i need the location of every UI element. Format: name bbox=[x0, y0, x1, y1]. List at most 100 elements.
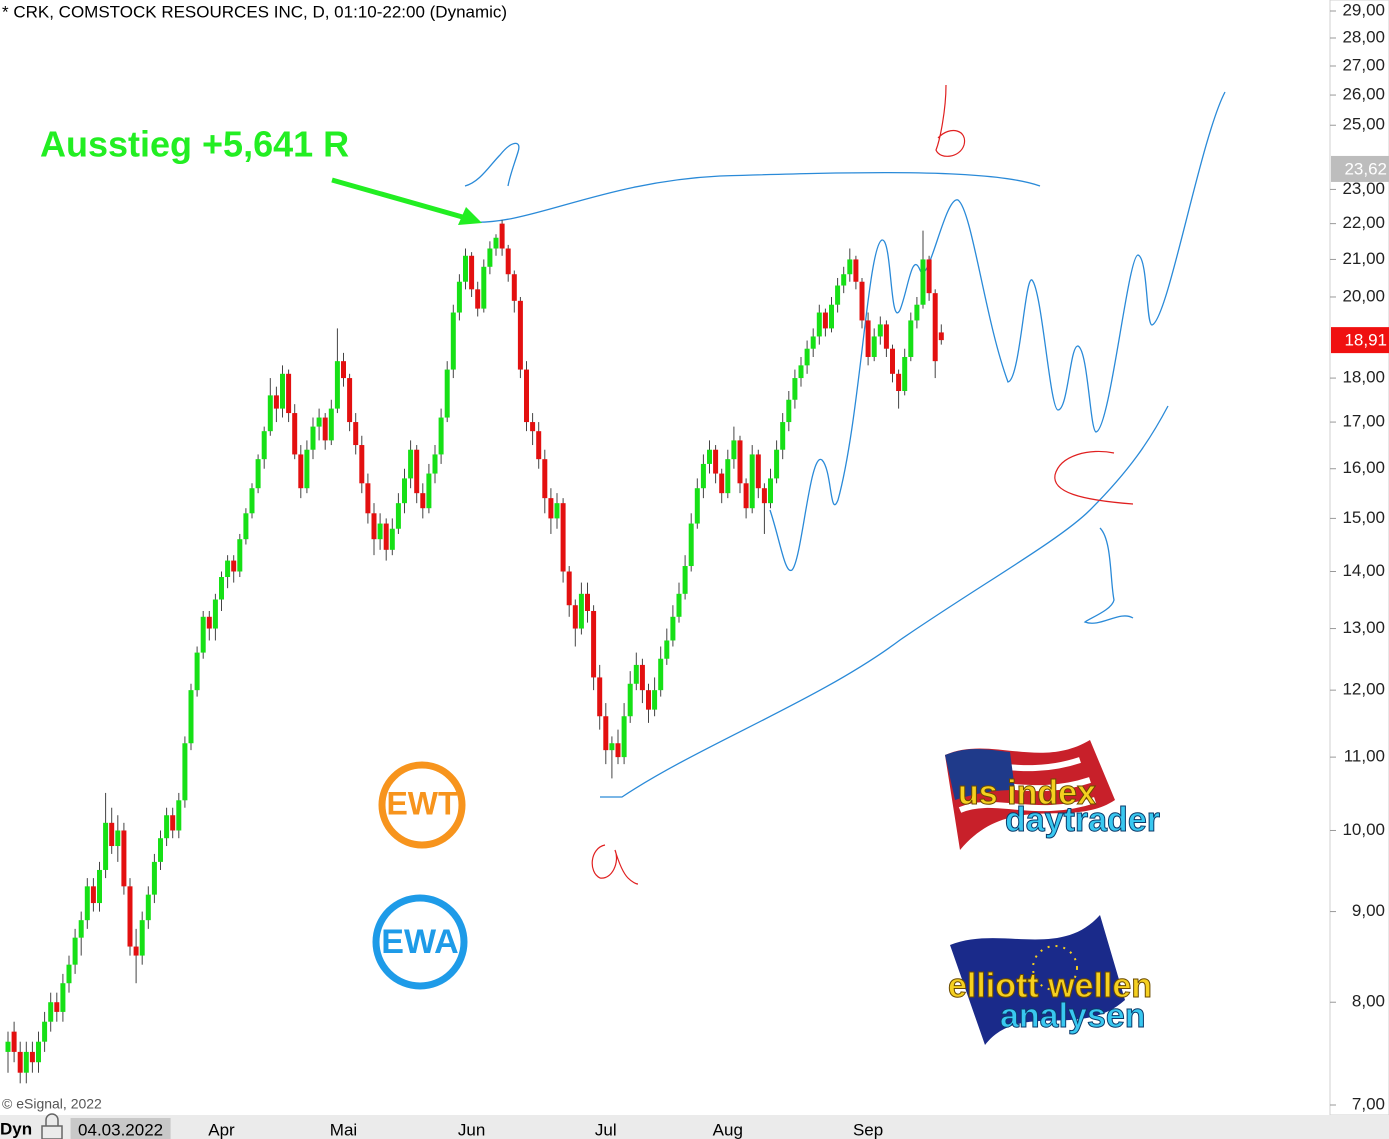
candle-up bbox=[786, 399, 792, 423]
candle-up bbox=[176, 800, 182, 831]
candle-up bbox=[237, 539, 243, 572]
candle-up bbox=[450, 312, 456, 370]
price-marker-label: 18,91 bbox=[1344, 331, 1387, 350]
candle-up bbox=[402, 478, 407, 504]
candle-down bbox=[359, 445, 365, 484]
candle-down bbox=[54, 1002, 60, 1012]
candle-down bbox=[414, 449, 420, 494]
y-tick-label: 10,00 bbox=[1342, 820, 1385, 839]
candle-down bbox=[591, 610, 597, 678]
copyright: © eSignal, 2022 bbox=[2, 1096, 102, 1112]
candle-up bbox=[658, 658, 664, 691]
candle-up bbox=[633, 664, 639, 684]
y-tick-label: 9,00 bbox=[1352, 901, 1385, 920]
candle-up bbox=[5, 1041, 11, 1052]
price-marker bbox=[1331, 327, 1389, 354]
arrow-shaft bbox=[331, 177, 467, 221]
y-tick-label: 8,00 bbox=[1352, 992, 1385, 1011]
candle-up bbox=[48, 1002, 54, 1022]
candle-up bbox=[280, 373, 285, 409]
y-tick-label: 18,00 bbox=[1342, 368, 1385, 387]
candle-down bbox=[743, 483, 749, 509]
logo-text: daytrader bbox=[1005, 801, 1160, 839]
y-tick-label: 20,00 bbox=[1342, 286, 1385, 305]
y-tick-label: 27,00 bbox=[1342, 55, 1385, 74]
candle-up bbox=[432, 454, 438, 474]
candle-up bbox=[182, 743, 188, 801]
y-tick-label: 12,00 bbox=[1342, 680, 1385, 699]
candle-down bbox=[17, 1051, 23, 1073]
candle-up bbox=[444, 369, 450, 418]
y-tick-label: 23,00 bbox=[1342, 179, 1385, 198]
candle-up bbox=[835, 285, 841, 305]
candle-up bbox=[139, 920, 145, 956]
mode-label: Dyn bbox=[0, 1119, 32, 1138]
candle-up bbox=[652, 690, 658, 710]
price-axis-panel bbox=[1329, 0, 1389, 1116]
chart-title: * CRK, COMSTOCK RESOURCES INC, D, 01:10-… bbox=[2, 2, 507, 21]
candle-down bbox=[865, 320, 871, 357]
candle-up bbox=[731, 440, 737, 460]
candle-up bbox=[115, 830, 121, 847]
candle-down bbox=[511, 274, 517, 301]
candle-down bbox=[133, 946, 139, 956]
badge-text: EWA bbox=[381, 923, 458, 961]
scribble bbox=[935, 84, 966, 157]
candle-up bbox=[188, 690, 194, 744]
candle-down bbox=[761, 488, 767, 504]
y-tick-label: 17,00 bbox=[1342, 412, 1385, 431]
candle-up bbox=[249, 488, 255, 514]
candle-down bbox=[383, 523, 389, 550]
curve bbox=[464, 142, 520, 187]
candle-up bbox=[389, 528, 395, 550]
candle-up bbox=[84, 886, 90, 921]
y-tick-label: 14,00 bbox=[1342, 561, 1385, 580]
lock-body bbox=[41, 1125, 63, 1139]
us-index-logo: us index daytrader bbox=[945, 740, 1160, 850]
x-tick-label: Apr bbox=[208, 1120, 235, 1139]
candle-up bbox=[310, 426, 316, 450]
candle-down bbox=[926, 259, 932, 294]
y-tick-label: 16,00 bbox=[1342, 458, 1385, 477]
candle-up bbox=[829, 304, 834, 329]
candle-up bbox=[774, 449, 780, 479]
candle-down bbox=[932, 293, 938, 362]
candle-up bbox=[334, 361, 340, 409]
candle-up bbox=[316, 417, 322, 427]
candle-up bbox=[72, 937, 78, 965]
badge-ring bbox=[378, 761, 466, 849]
candle-down bbox=[499, 223, 505, 249]
candle-up bbox=[920, 259, 926, 305]
ewa-badge: EWA bbox=[372, 894, 468, 990]
candle-up bbox=[908, 320, 914, 357]
candle-up bbox=[267, 395, 273, 432]
y-tick-label: 13,00 bbox=[1342, 618, 1385, 637]
y-tick-label: 29,00 bbox=[1342, 0, 1385, 19]
candle-up bbox=[456, 281, 462, 313]
candle-down bbox=[170, 815, 176, 831]
y-tick-label: 28,00 bbox=[1342, 27, 1385, 46]
candle-down bbox=[121, 830, 127, 887]
candle-up bbox=[60, 983, 66, 1012]
candle-up bbox=[676, 593, 682, 617]
candle-down bbox=[90, 886, 96, 904]
candle-down bbox=[231, 560, 237, 572]
candle-up bbox=[328, 408, 334, 441]
candle-down bbox=[853, 259, 859, 282]
candle-down bbox=[859, 281, 865, 321]
candle-down bbox=[469, 255, 475, 290]
candle-up bbox=[877, 324, 883, 337]
y-tick-label: 7,00 bbox=[1352, 1094, 1385, 1113]
candle-up bbox=[219, 577, 224, 600]
price-marker-label: 23,62 bbox=[1344, 159, 1387, 178]
candle-up bbox=[261, 431, 267, 460]
y-tick-label: 21,00 bbox=[1342, 249, 1385, 268]
candle-down bbox=[322, 417, 328, 441]
candle-up bbox=[36, 1041, 41, 1063]
candle-up bbox=[200, 616, 206, 653]
candle-down bbox=[530, 422, 536, 432]
arrow-head bbox=[458, 207, 482, 225]
